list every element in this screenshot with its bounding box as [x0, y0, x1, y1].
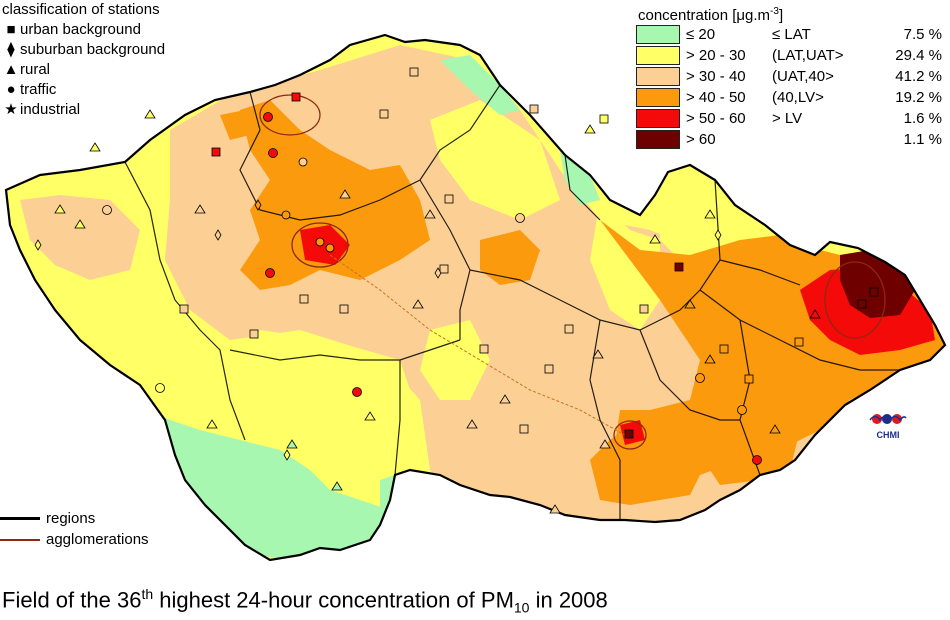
square-icon: ■: [6, 21, 16, 38]
concentration-class: (40,LV>: [772, 89, 824, 106]
concentration-class: > LV: [772, 110, 803, 127]
legend-rural: ▲ rural: [2, 60, 165, 80]
legend-regions: regions: [0, 508, 149, 529]
legend-item-label: regions: [46, 510, 96, 527]
concentration-percent: 29.4 %: [895, 47, 942, 64]
caption-part: Field of the 36: [2, 587, 142, 613]
concentration-legend-title: concentration [μg.m-3]: [636, 0, 948, 24]
legend-urban-background: ■ urban background: [2, 20, 165, 40]
concentration-percent: 7.5 %: [903, 26, 942, 43]
legend-item-label: industrial: [20, 101, 81, 118]
region-line-icon: [0, 517, 40, 520]
concentration-row: > 20 - 30 (LAT,UAT> 29.4 %: [636, 45, 948, 66]
concentration-percent: 1.6 %: [903, 110, 942, 127]
concentration-range: > 20 - 30: [686, 47, 746, 64]
legend-industrial: ★ industrial: [2, 100, 165, 120]
diamond-icon: ⧫: [7, 41, 15, 58]
color-swatch: [636, 46, 680, 65]
caption-superscript: th: [141, 586, 154, 602]
legend-item-label: suburban background: [20, 41, 166, 58]
concentration-range: > 30 - 40: [686, 68, 746, 85]
boundary-legend: regions agglomerations: [0, 508, 149, 550]
concentration-title-text: concentration [μg.m: [638, 7, 771, 24]
legend-item-label: rural: [20, 61, 51, 78]
map-caption: Field of the 36th highest 24-hour concen…: [2, 586, 608, 616]
concentration-title-end: ]: [778, 7, 784, 24]
color-swatch: [636, 25, 680, 44]
concentration-range: > 50 - 60: [686, 110, 746, 127]
color-swatch: [636, 130, 680, 149]
concentration-range: > 40 - 50: [686, 89, 746, 106]
concentration-row: > 30 - 40 (UAT,40> 41.2 %: [636, 66, 948, 87]
caption-subscript: 10: [513, 599, 530, 616]
concentration-range: > 60: [686, 131, 716, 148]
concentration-percent: 41.2 %: [895, 68, 942, 85]
concentration-row: > 60 1.1 %: [636, 129, 948, 150]
concentration-class: (UAT,40>: [772, 68, 834, 85]
concentration-class: (LAT,UAT>: [772, 47, 844, 64]
concentration-range: ≤ 20: [686, 26, 716, 43]
station-legend-title: classification of stations: [2, 1, 160, 18]
concentration-percent: 1.1 %: [903, 131, 942, 148]
legend-item-label: traffic: [20, 81, 57, 98]
concentration-percent: 19.2 %: [895, 89, 942, 106]
color-swatch: [636, 67, 680, 86]
concentration-title-exponent: -3: [770, 6, 779, 17]
color-swatch: [636, 88, 680, 107]
chmi-waves-icon: [869, 415, 907, 422]
agglomeration-line-icon: [0, 538, 40, 541]
concentration-class: ≤ LAT: [772, 26, 811, 43]
color-swatch: [636, 109, 680, 128]
concentration-row: > 40 - 50 (40,LV> 19.2 %: [636, 87, 948, 108]
legend-item-label: urban background: [20, 21, 141, 38]
chmi-logo: CHMI: [868, 410, 908, 440]
concentration-legend: concentration [μg.m-3] ≤ 20 ≤ LAT 7.5 % …: [636, 0, 948, 150]
circle-icon: ●: [6, 81, 16, 98]
chmi-logo-text: CHMI: [876, 430, 900, 440]
concentration-row: > 50 - 60 > LV 1.6 %: [636, 108, 948, 129]
legend-suburban-background: ⧫ suburban background: [2, 40, 165, 60]
legend-agglomerations: agglomerations: [0, 529, 149, 550]
star-icon: ★: [4, 101, 18, 118]
legend-traffic: ● traffic: [2, 80, 165, 100]
concentration-row: ≤ 20 ≤ LAT 7.5 %: [636, 24, 948, 45]
station-classification-legend: classification of stations ■ urban backg…: [2, 0, 165, 120]
caption-part: in 2008: [529, 587, 608, 613]
triangle-icon: ▲: [3, 61, 19, 78]
legend-item-label: agglomerations: [46, 531, 149, 548]
caption-part: highest 24-hour concentration of PM: [153, 587, 514, 613]
